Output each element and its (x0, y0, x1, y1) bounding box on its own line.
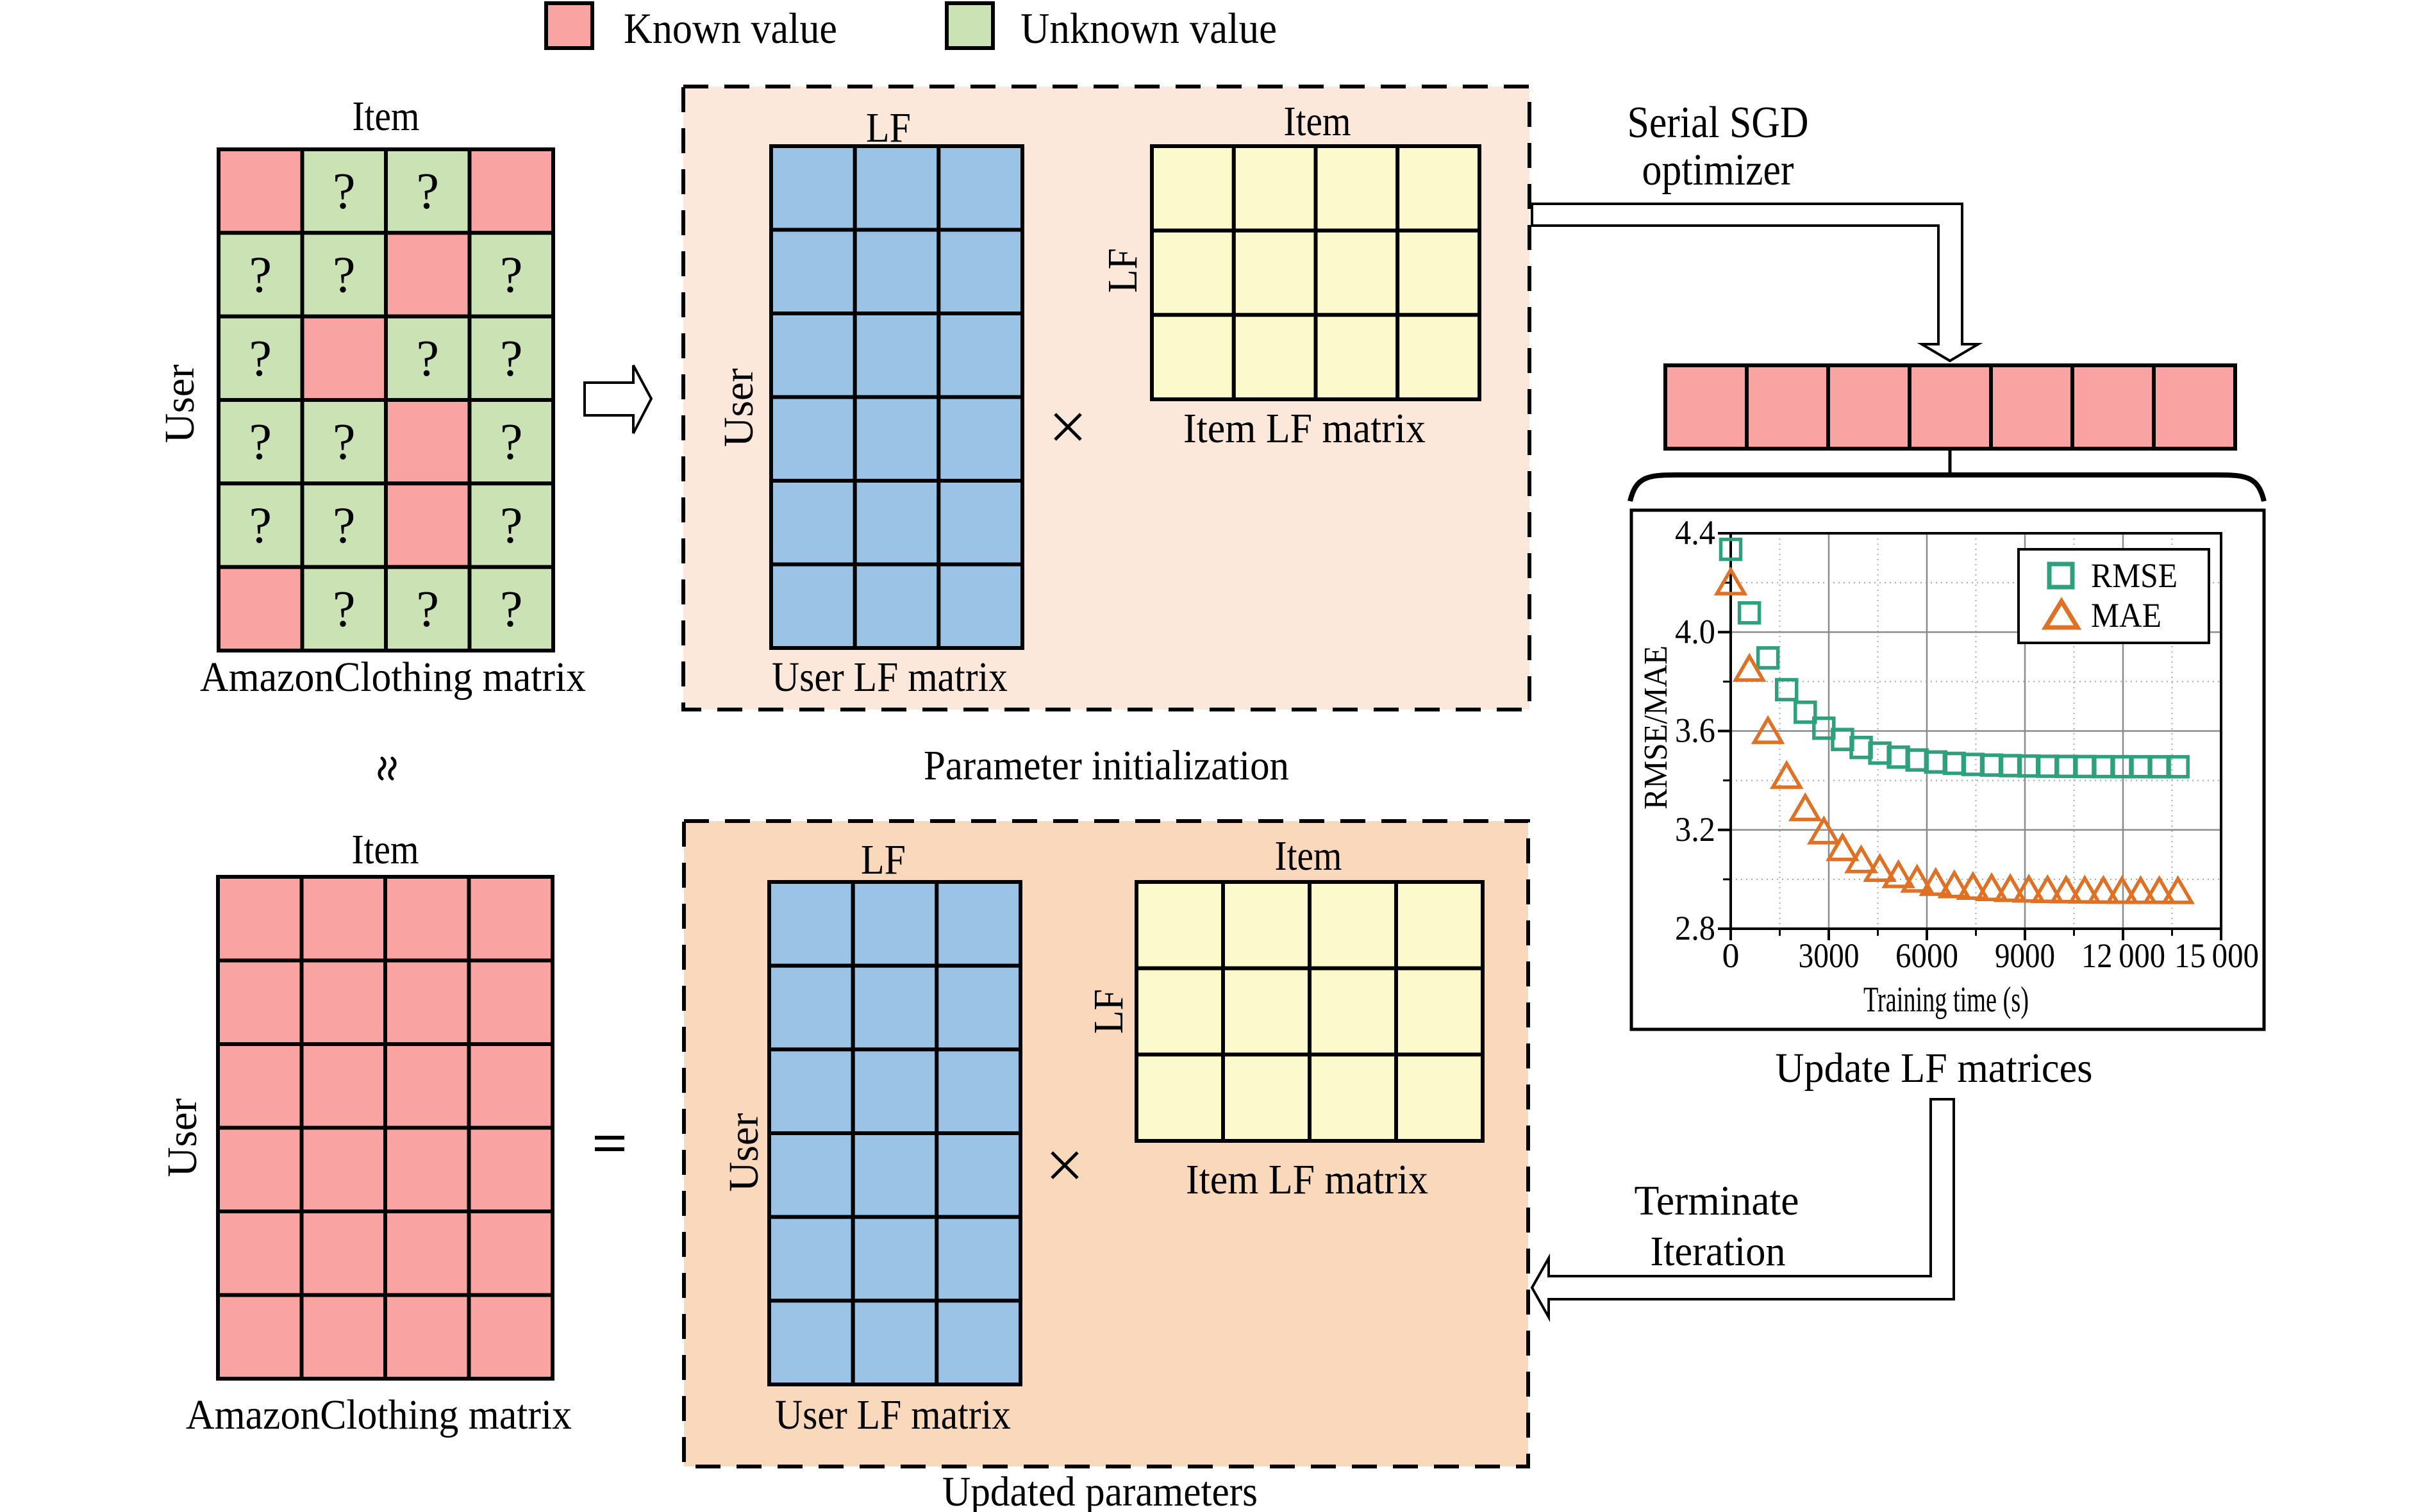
svg-text:Item: Item (1284, 98, 1351, 145)
svg-text:?: ? (249, 331, 272, 387)
svg-text:Training time (s): Training time (s) (1863, 980, 2029, 1020)
svg-text:optimizer: optimizer (1642, 145, 1794, 195)
svg-text:Parameter initialization: Parameter initialization (924, 742, 1289, 789)
svg-text:Unknown value: Unknown value (1020, 4, 1277, 53)
svg-text:MAE: MAE (2091, 596, 2161, 635)
svg-text:4.0: 4.0 (1675, 612, 1715, 651)
svg-text:?: ? (333, 497, 356, 554)
svg-text:User LF matrix: User LF matrix (772, 654, 1008, 701)
svg-text:0: 0 (1722, 936, 1740, 975)
svg-text:AmazonClothing matrix: AmazonClothing matrix (186, 1392, 572, 1438)
svg-text:Item: Item (353, 93, 420, 140)
svg-text:?: ? (249, 497, 272, 554)
svg-text:15 000: 15 000 (2174, 936, 2259, 975)
svg-text:LF: LF (1085, 989, 1132, 1034)
svg-text:RMSE: RMSE (2091, 556, 2177, 595)
svg-text:LF: LF (866, 104, 911, 151)
svg-text:User: User (715, 368, 762, 447)
svg-text:RMSE/MAE: RMSE/MAE (1638, 645, 1674, 810)
svg-text:Update LF matrices: Update LF matrices (1776, 1045, 2093, 1092)
svg-text:?: ? (500, 497, 523, 554)
svg-text:6000: 6000 (1895, 936, 1958, 975)
svg-text:Iteration: Iteration (1651, 1228, 1786, 1275)
svg-text:?: ? (333, 581, 356, 638)
svg-text:?: ? (416, 581, 439, 638)
svg-text:2.8: 2.8 (1675, 909, 1715, 947)
svg-text:3.6: 3.6 (1675, 711, 1715, 750)
svg-text:Known value: Known value (624, 4, 837, 53)
svg-text:?: ? (333, 163, 356, 220)
svg-text:Item LF matrix: Item LF matrix (1183, 405, 1426, 452)
svg-text:?: ? (333, 247, 356, 303)
svg-text:?: ? (416, 163, 439, 220)
svg-text:?: ? (500, 331, 523, 387)
svg-text:Item: Item (1275, 833, 1342, 879)
svg-text:LF: LF (861, 836, 906, 883)
svg-text:4.4: 4.4 (1675, 513, 1715, 552)
svg-text:?: ? (333, 414, 356, 470)
svg-text:Item LF matrix: Item LF matrix (1186, 1156, 1428, 1203)
svg-text:3.2: 3.2 (1675, 810, 1715, 849)
svg-text:Updated parameters: Updated parameters (942, 1468, 1258, 1512)
svg-text:?: ? (416, 331, 439, 387)
svg-text:?: ? (500, 414, 523, 470)
svg-text:9000: 9000 (1995, 936, 2055, 975)
svg-text:User LF matrix: User LF matrix (775, 1392, 1011, 1438)
svg-text:12 000: 12 000 (2081, 936, 2165, 975)
svg-text:?: ? (500, 581, 523, 638)
svg-text:Item: Item (352, 826, 419, 873)
svg-text:AmazonClothing matrix: AmazonClothing matrix (200, 654, 586, 701)
svg-text:?: ? (500, 247, 523, 303)
svg-text:?: ? (249, 414, 272, 470)
svg-text:Serial SGD: Serial SGD (1628, 98, 1809, 147)
svg-text:User: User (156, 364, 203, 443)
svg-text:User: User (159, 1098, 206, 1177)
svg-text:?: ? (249, 247, 272, 303)
svg-text:3000: 3000 (1799, 936, 1860, 975)
svg-text:Terminate: Terminate (1635, 1177, 1799, 1224)
svg-text:User: User (720, 1113, 767, 1192)
svg-text:LF: LF (1099, 248, 1146, 293)
